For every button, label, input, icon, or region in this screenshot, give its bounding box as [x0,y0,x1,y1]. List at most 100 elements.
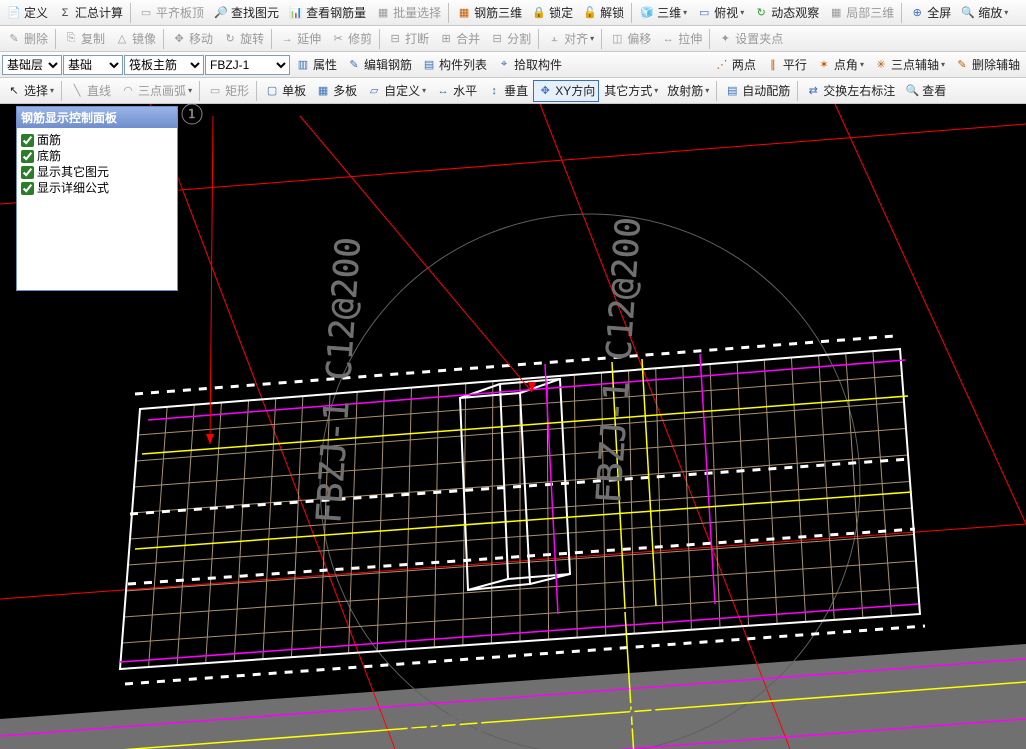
xy-button[interactable]: ✥XY方向 [533,80,599,102]
edit-rebar-button[interactable]: ✎编辑钢筋 [342,54,416,76]
two-pt-button[interactable]: ⋰两点 [710,54,760,76]
parallel-button[interactable]: ∥平行 [761,54,811,76]
panel-checkbox-2[interactable] [21,166,34,179]
unlock-icon: 🔓 [582,5,598,21]
swap-button[interactable]: ⇄交换左右标注 [801,80,899,102]
flat-top-icon: ▭ [138,5,154,21]
view-top-icon: ▭ [696,5,712,21]
unlock-button[interactable]: 🔓解锁 [578,2,628,24]
panel-item-0[interactable]: 面筋 [21,132,173,148]
del-aux-button[interactable]: ✎删除辅轴 [950,54,1024,76]
align-button: ⫠对齐 ▾ [542,28,598,50]
member-list-button[interactable]: ▤构件列表 [417,54,491,76]
select-category[interactable]: 基础 [63,55,123,75]
del-aux-label: 删除辅轴 [972,56,1020,73]
sum-button[interactable]: Σ汇总计算 [53,2,127,24]
horiz-button[interactable]: ↔水平 [431,80,481,102]
view2-button[interactable]: 🔍查看 [900,80,950,102]
align-label: 对齐 [564,30,588,47]
orbit-label: 动态观察 [771,4,819,21]
view-rebar-button[interactable]: 📊查看钢筋量 [284,2,370,24]
find-elem-button[interactable]: 🔎查找图元 [209,2,283,24]
single-button[interactable]: ▢单板 [260,80,310,102]
arc3-button: ◠三点画弧 ▾ [116,80,196,102]
panel-checkbox-0[interactable] [21,134,34,147]
full-button[interactable]: ⊕全屏 [905,2,955,24]
flat-top-label: 平齐板顶 [156,4,204,21]
rebar-3d-button[interactable]: ▦钢筋三维 [452,2,526,24]
view3d-label: 三维 [657,4,681,21]
trim-button: ✂修剪 [326,28,376,50]
viewport-3d[interactable]: FBZJ-1 C12@200FBZJ-1 C12@200FBZJZJ1Cxyz … [0,104,1026,749]
rebar-3d-icon: ▦ [456,5,472,21]
single-icon: ▢ [264,83,280,99]
pt-angle-icon: ✶ [816,57,832,73]
props-button[interactable]: ▥属性 [291,54,341,76]
select-member[interactable]: FBZJ-1 [205,55,290,75]
view-top-button[interactable]: ▭俯视 ▾ [692,2,748,24]
select-button[interactable]: ↖选择 ▾ [2,80,58,102]
radial-button[interactable]: 放射筋 ▾ [663,80,713,102]
svg-text:FBZJ: FBZJ [403,707,487,749]
set-grip-icon: ✦ [717,31,733,47]
panel-item-1[interactable]: 底筋 [21,148,173,164]
vert-button[interactable]: ↕垂直 [482,80,532,102]
orbit-button[interactable]: ↻动态观察 [749,2,823,24]
three-pt-button[interactable]: ✳三点辅轴 ▾ [869,54,949,76]
toolbar-row-1: 📄定义Σ汇总计算▭平齐板顶🔎查找图元📊查看钢筋量▦批量选择▦钢筋三维🔒锁定🔓解锁… [0,0,1026,26]
sum-label: 汇总计算 [75,4,123,21]
pick-member-button[interactable]: ⌖拾取构件 [492,54,566,76]
set-grip-label: 设置夹点 [735,30,783,47]
rect-label: 矩形 [225,82,249,99]
pt-angle-button[interactable]: ✶点角 ▾ [812,54,868,76]
stretch-icon: ↔ [660,31,676,47]
stretch-label: 拉伸 [678,30,702,47]
dropdown-arrow-icon: ▾ [705,86,709,95]
lock-label: 锁定 [549,4,573,21]
panel-body: 面筋底筋显示其它图元显示详细公式 [17,128,177,200]
xy-icon: ✥ [537,83,553,99]
offset-button: ◫偏移 [605,28,655,50]
panel-checkbox-3[interactable] [21,182,34,195]
define-button[interactable]: 📄定义 [2,2,52,24]
single-label: 单板 [282,82,306,99]
rebar-display-panel[interactable]: 钢筋显示控制面板 面筋底筋显示其它图元显示详细公式 [16,106,178,291]
toolbar-row-4: ↖选择 ▾╲直线◠三点画弧 ▾▭矩形▢单板▦多板▱自定义 ▾↔水平↕垂直✥XY方… [0,78,1026,104]
zoom-button[interactable]: 🔍缩放 ▾ [956,2,1012,24]
extend-icon: → [279,31,295,47]
toolbar-row-3: 基础层基础筏板主筋FBZJ-1▥属性✎编辑钢筋▤构件列表⌖拾取构件⋰两点∥平行✶… [0,52,1026,78]
multi-button[interactable]: ▦多板 [311,80,361,102]
auto-label: 自动配筋 [742,82,790,99]
parallel-label: 平行 [783,56,807,73]
props-icon: ▥ [295,57,311,73]
swap-icon: ⇄ [805,83,821,99]
split-label: 分割 [507,30,531,47]
panel-checkbox-1[interactable] [21,150,34,163]
panel-item-2[interactable]: 显示其它图元 [21,164,173,180]
pt-angle-label: 点角 [834,56,858,73]
svg-text:1: 1 [188,107,195,121]
auto-button[interactable]: ▤自动配筋 [720,80,794,102]
horiz-icon: ↔ [435,83,451,99]
view3d-button[interactable]: 🧊三维 ▾ [635,2,691,24]
view2-icon: 🔍 [904,83,920,99]
arc3-icon: ◠ [120,83,136,99]
split-button: ⊟分割 [485,28,535,50]
custom-button[interactable]: ▱自定义 ▾ [362,80,430,102]
other-button[interactable]: 其它方式 ▾ [600,80,662,102]
view-rebar-icon: 📊 [288,5,304,21]
dropdown-arrow-icon: ▾ [422,86,426,95]
panel-item-3[interactable]: 显示详细公式 [21,180,173,196]
view-top-label: 俯视 [714,4,738,21]
lock-icon: 🔒 [531,5,547,21]
define-icon: 📄 [6,5,22,21]
select-layer[interactable]: 基础层 [2,55,62,75]
delete-icon: ✎ [6,31,22,47]
select-type[interactable]: 筏板主筋 [124,55,204,75]
move-label: 移动 [189,30,213,47]
other-label: 其它方式 [604,82,652,99]
lock-button[interactable]: 🔒锁定 [527,2,577,24]
offset-icon: ◫ [609,31,625,47]
join-button: ⊞合并 [434,28,484,50]
edit-rebar-icon: ✎ [346,57,362,73]
